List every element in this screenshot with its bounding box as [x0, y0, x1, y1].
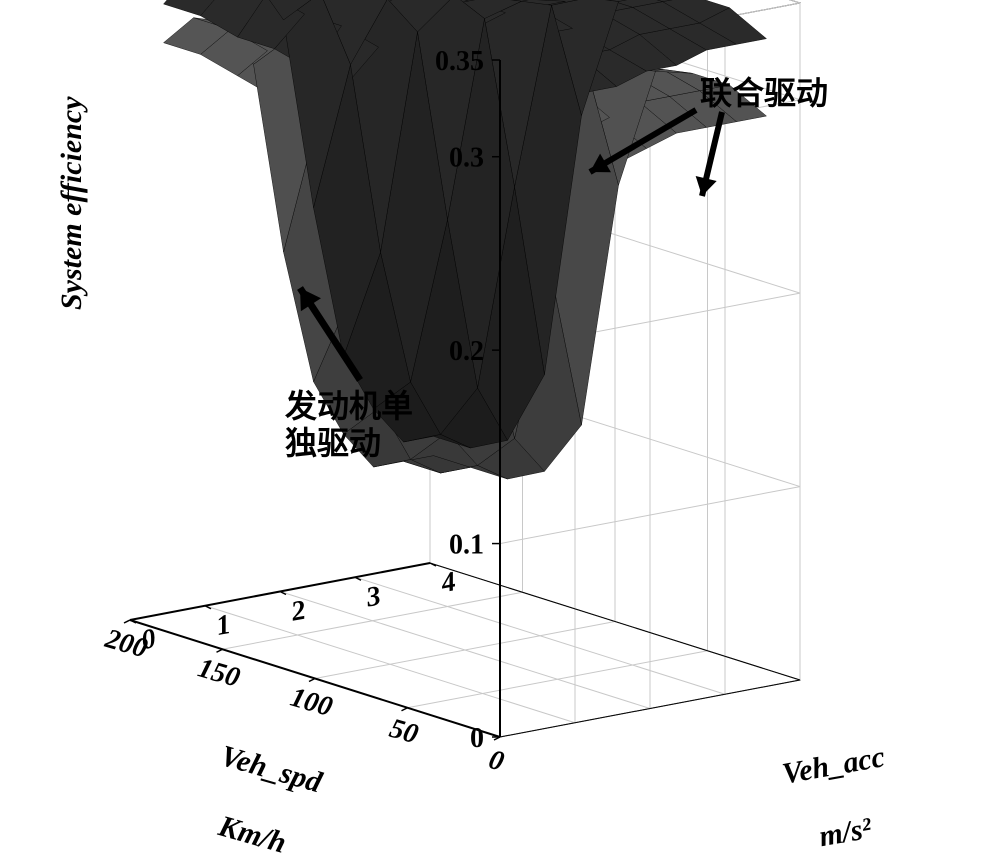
x-axis-label-line1: Veh_acc [780, 740, 887, 790]
x-axis-label-line2: m/s² [817, 812, 874, 854]
annotation-engine-only: 发动机单 独驱动 [285, 388, 413, 462]
svg-text:0.35: 0.35 [435, 46, 484, 77]
svg-text:0: 0 [485, 744, 507, 778]
annotation-engine-only-line2: 独驱动 [285, 425, 381, 461]
y-axis-label-line2: Km/h [215, 809, 290, 860]
svg-text:0.1: 0.1 [449, 530, 484, 561]
y-axis-label-line1: Veh_spd [217, 739, 325, 799]
annotation-combined-drive: 联合驱动 [700, 75, 828, 112]
efficiency-3d-plot: 0123405010015020000.10.20.30.35 [0, 0, 981, 816]
svg-text:100: 100 [287, 682, 336, 723]
annotation-engine-only-line1: 发动机单 [285, 388, 413, 424]
svg-text:150: 150 [194, 652, 243, 693]
svg-text:50: 50 [386, 713, 421, 751]
x-axis-label: Veh_acc m/s² [759, 707, 899, 861]
svg-text:0.3: 0.3 [449, 143, 484, 174]
svg-text:0.2: 0.2 [449, 336, 484, 367]
z-axis-label: System efficiency [55, 96, 89, 310]
